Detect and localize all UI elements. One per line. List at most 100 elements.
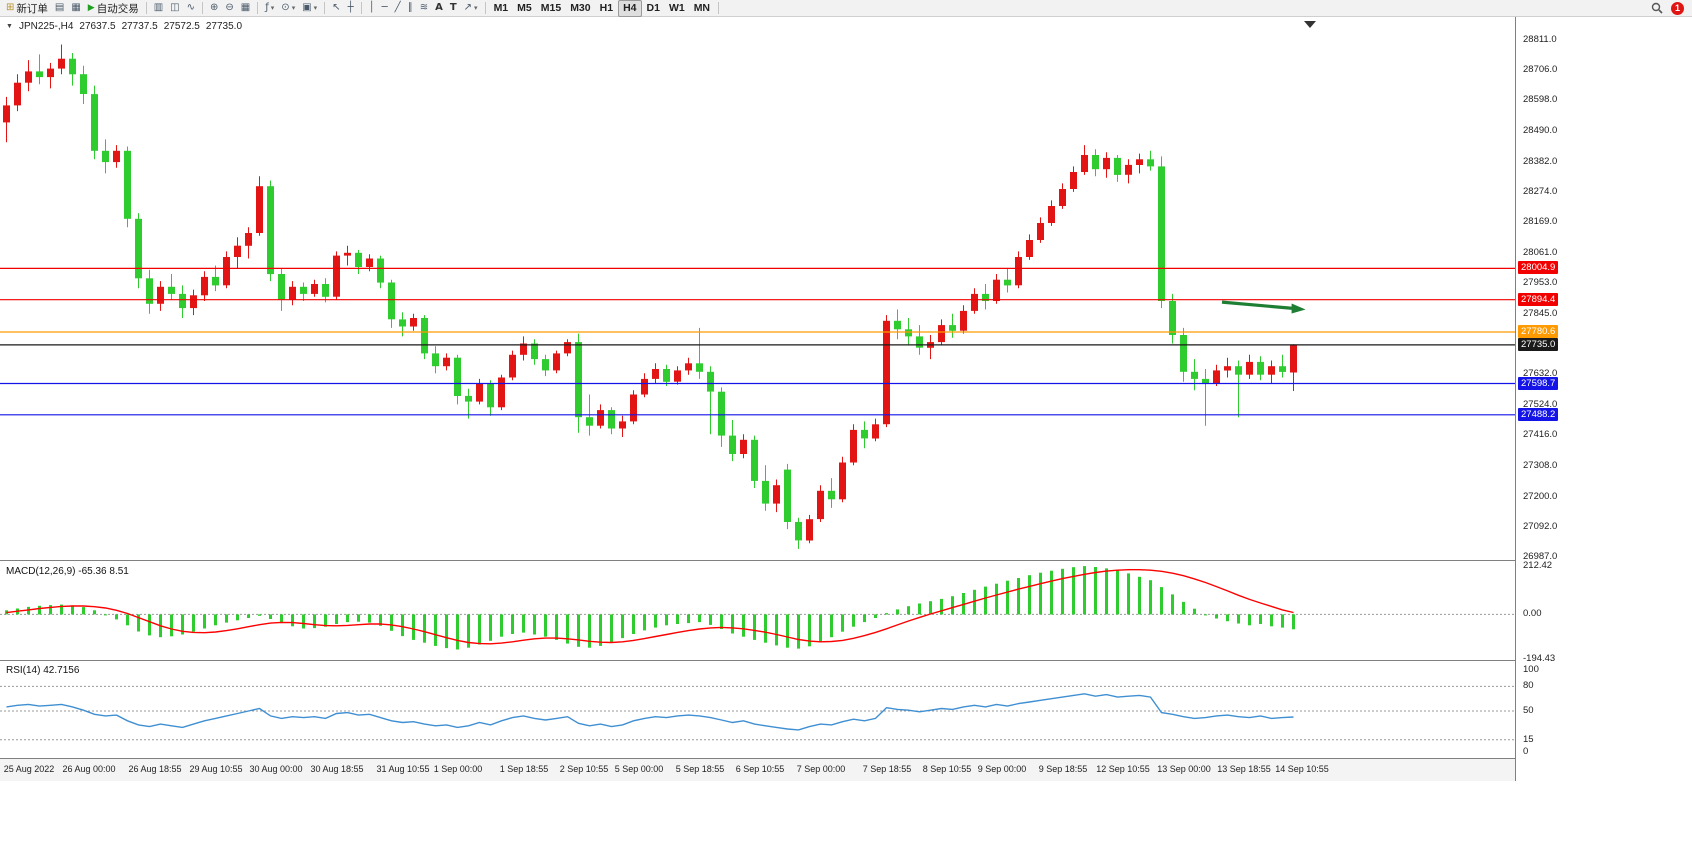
bar-chart-icon: ▥ [153,2,164,13]
bar-chart-button[interactable]: ▥ [151,1,166,16]
macd-axis-label: -194.43 [1523,653,1556,664]
price-axis-label: 28706.0 [1523,64,1558,75]
fibonacci-button[interactable]: ≋ [417,1,431,16]
candlestick-icon: ◫ [170,2,180,13]
chart-shift-marker[interactable] [1304,21,1316,28]
price-axis-label: 27632.0 [1523,368,1558,379]
timeframe-m5-button[interactable]: M5 [513,1,536,16]
time-axis-label: 7 Sep 00:00 [796,764,846,774]
market-watch-button[interactable]: ▤ [52,1,67,16]
trendline-button[interactable]: ╱ [392,1,404,16]
toolbar-right: 1 [1648,1,1689,16]
panel-separator[interactable] [0,560,1692,561]
vertical-line-button[interactable]: │ [366,1,378,16]
timeframe-m30-button[interactable]: M30 [566,1,594,16]
zoom-out-icon: ⊖ [225,2,234,13]
auto-trading-button[interactable]: ▶ 自动交易 [85,1,142,16]
price-axis-label: 28061.0 [1523,247,1558,258]
indicators-icon: ƒ [265,2,269,13]
notification-badge[interactable]: 1 [1671,1,1684,15]
price-axis-label: 28382.0 [1523,156,1558,167]
label-button[interactable]: T [447,1,460,16]
time-axis-label: 7 Sep 18:55 [862,764,912,774]
price-axis-label: 28169.0 [1523,216,1558,227]
price-axis-label: 27308.0 [1523,460,1558,471]
market-watch-icon: ▤ [54,2,65,13]
price-axis-label: 28274.0 [1523,186,1558,197]
new-order-button-label: 新订单 [16,2,48,15]
toolbar-buttons: ⊞ 新订单 ▤ ▦ ▶ 自动交易 ▥ ◫ ∿ ⊕ ⊖ ▦ ƒ ▾ ⊙ ▾ ▣ ▾ ↖ ┼ │ ─ ╱ ∥ ≋ A T ↗ ▾ M1 M5 M1… [3,0,722,17]
price-line-label: 28004.9 [1518,261,1559,274]
rsi-axis-label: 100 [1523,664,1539,675]
toolbar-separator [484,2,486,14]
symbol-dropdown-icon[interactable]: ▼ [6,23,13,30]
symbol-timeframe: JPN225-,H4 [18,21,74,32]
toolbar-separator [145,2,147,14]
time-axis-label: 31 Aug 10:55 [376,764,430,774]
time-axis-label: 1 Sep 00:00 [433,764,483,774]
timeframe-h1-button[interactable]: H1 [596,1,617,16]
zoom-out-button[interactable]: ⊖ [222,1,236,16]
new-order-button[interactable]: ⊞ 新订单 [3,1,51,16]
text-button[interactable]: A [432,1,446,16]
panel-separator [0,758,1692,759]
timeframe-w1-button[interactable]: W1 [665,1,689,16]
indicators-button[interactable]: ƒ ▾ [262,1,277,16]
price-axis-label: 27845.0 [1523,308,1558,319]
periods-button[interactable]: ⊙ ▾ [278,1,298,16]
timeframe-m5-button-label: M5 [517,2,532,14]
auto-trading-button-label: 自动交易 [96,2,139,15]
data-window-button[interactable]: ▦ [68,1,83,16]
rsi-axis-label: 80 [1523,680,1534,691]
timeframe-m15-button[interactable]: M15 [537,1,565,16]
fibonacci-icon: ≋ [419,2,429,13]
line-chart-button[interactable]: ∿ [184,1,198,16]
dropdown-caret-icon: ▾ [291,5,296,12]
macd-panel-canvas[interactable] [0,562,1515,660]
timeframe-m1-button[interactable]: M1 [490,1,513,16]
tile-windows-button[interactable]: ▦ [238,1,253,16]
price-axis-label: 27953.0 [1523,277,1558,288]
time-axis-label: 8 Sep 10:55 [922,764,972,774]
arrows-button[interactable]: ↗ ▾ [461,1,481,16]
panel-separator[interactable] [0,660,1692,661]
price-chart-canvas[interactable] [0,17,1515,560]
toolbar-separator [718,2,720,14]
time-axis-label: 1 Sep 18:55 [499,764,549,774]
horizontal-line-button[interactable]: ─ [379,1,391,16]
vertical-line-icon: │ [368,2,375,13]
time-axis-label: 13 Sep 00:00 [1157,764,1211,774]
time-axis-label: 5 Sep 18:55 [675,764,725,774]
templates-button[interactable]: ▣ ▾ [299,1,320,16]
arrow-annotation[interactable] [1221,300,1306,314]
tile-windows-icon: ▦ [240,2,251,13]
rsi-axis-label: 0 [1523,746,1529,757]
cursor-icon: ↖ [332,2,341,13]
search-button[interactable] [1648,1,1666,16]
time-axis-label: 9 Sep 18:55 [1038,764,1088,774]
channel-button[interactable]: ∥ [405,1,416,16]
zoom-in-button[interactable]: ⊕ [207,1,221,16]
macd-label: MACD(12,26,9) -65.36 8.51 [6,566,129,577]
candlestick-button[interactable]: ◫ [167,1,182,16]
toolbar-separator [257,2,259,14]
rsi-axis-label: 15 [1523,734,1534,745]
toolbar-separator [360,2,362,14]
time-axis[interactable]: 25 Aug 2022 26 Aug 00:00 26 Aug 18:55 29 Au… [0,759,1515,781]
price-axis-label: 27524.0 [1523,399,1558,410]
price-line-label: 27598.7 [1518,377,1559,390]
macd-axis-label: 0.00 [1523,608,1542,619]
timeframe-w1-button-label: W1 [668,2,685,14]
time-axis-label: 6 Sep 10:55 [735,764,785,774]
timeframe-d1-button[interactable]: D1 [643,1,664,16]
price-axis[interactable]: 28004.9 27894.4 27780.6 27735.0 27598.7 27488… [1515,17,1692,781]
timeframe-mn-button[interactable]: MN [690,1,714,16]
timeframe-h4-button[interactable]: H4 [618,0,642,17]
time-axis-label: 29 Aug 10:55 [189,764,243,774]
price-axis-label: 27200.0 [1523,491,1558,502]
timeframe-m30-button-label: M30 [570,2,591,14]
crosshair-button[interactable]: ┼ [345,1,357,16]
cursor-button[interactable]: ↖ [329,1,343,16]
rsi-panel-canvas[interactable] [0,662,1515,757]
